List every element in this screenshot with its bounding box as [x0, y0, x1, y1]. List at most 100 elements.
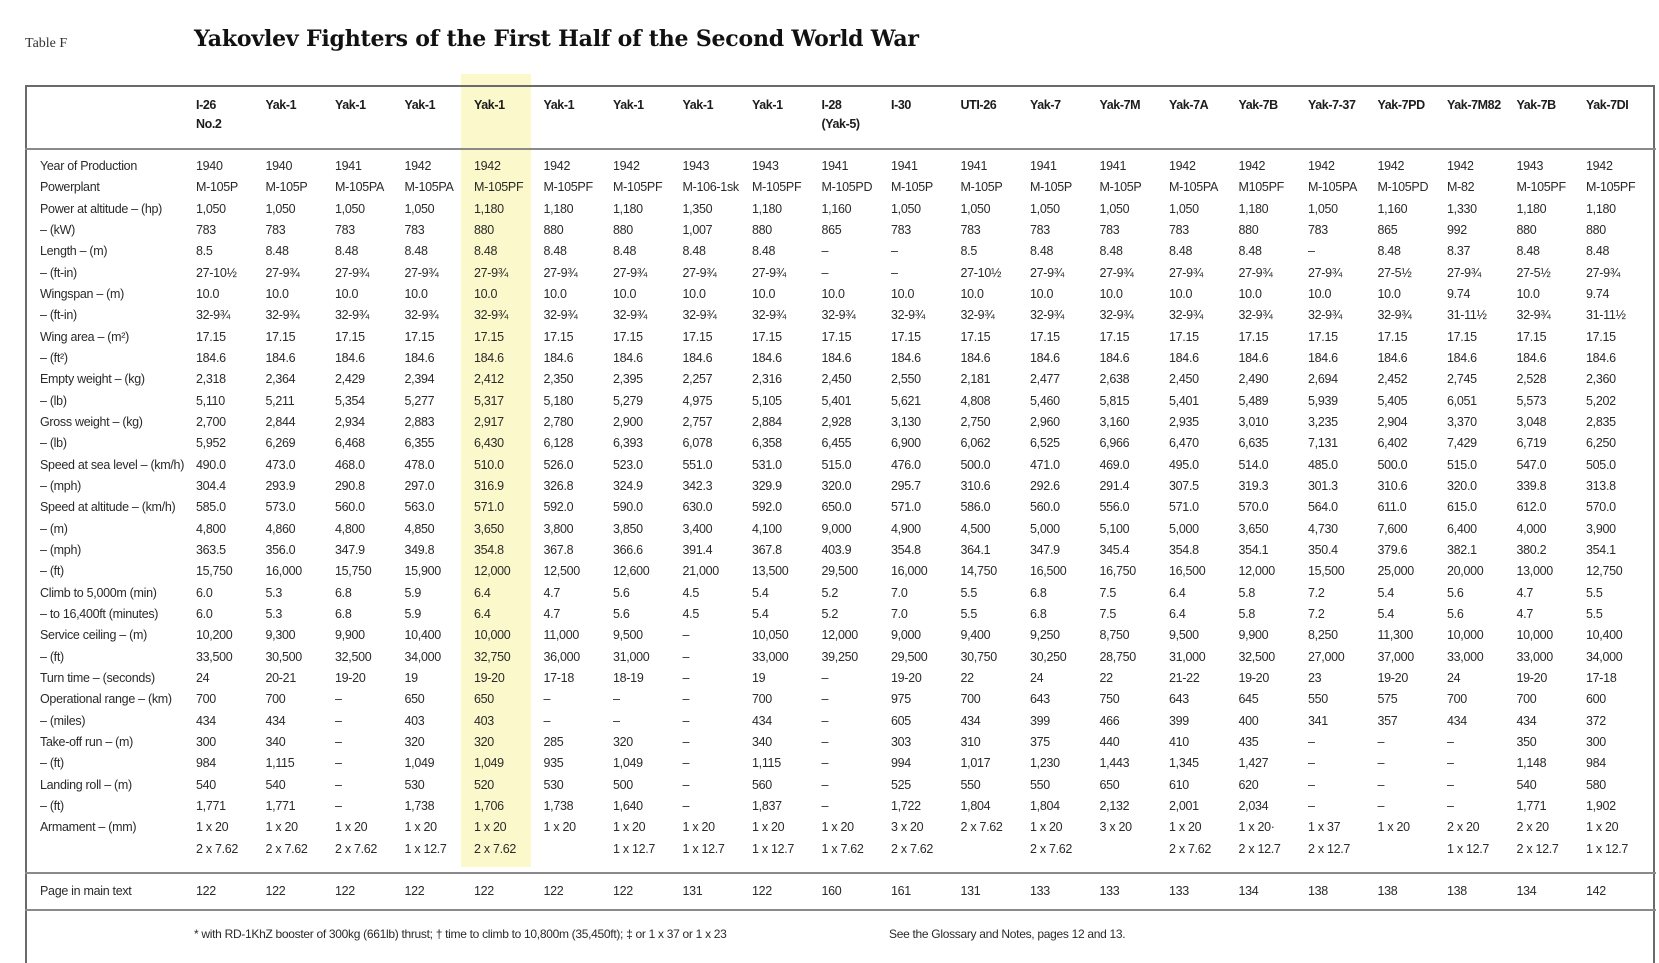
- column-header: Yak-1: [682, 98, 714, 112]
- table-cell: 700: [196, 692, 216, 707]
- table-cell: 590.0: [613, 500, 643, 515]
- column-header: Yak-7M: [1099, 98, 1141, 112]
- row-label: Speed at sea level – (km/h): [40, 457, 185, 472]
- table-cell: 650: [404, 692, 425, 707]
- table-cell: 184.6: [613, 350, 643, 365]
- table-cell: 27-9¾: [543, 265, 578, 280]
- page-number-cell: 138: [1377, 884, 1398, 898]
- table-cell: 1,160: [1377, 201, 1408, 216]
- table-cell: 1941: [891, 159, 918, 173]
- table-cell: 1,804: [1030, 798, 1060, 813]
- table-cell: 320.0: [821, 478, 852, 493]
- table-cell: M105PF: [1238, 180, 1285, 195]
- table-cell: 476.0: [891, 457, 921, 472]
- table-cell: 468.0: [335, 457, 365, 472]
- table-cell: 17.15: [196, 329, 226, 344]
- table-cell: 3 x 20: [891, 820, 924, 835]
- table-cell: 1 x 20: [404, 820, 438, 835]
- table-cell: 5.5: [1586, 585, 1603, 600]
- column-header: Yak-1: [474, 98, 505, 112]
- table-cell: 1940: [265, 159, 293, 173]
- table-cell: –: [682, 628, 690, 643]
- table-cell: 403: [474, 713, 494, 728]
- table-cell: 5,317: [474, 393, 504, 408]
- table-cell: 184.6: [1447, 350, 1477, 365]
- table-cell: 2,745: [1447, 372, 1477, 387]
- table-cell: 1943: [752, 159, 779, 173]
- table-cell: 1,180: [1586, 201, 1616, 216]
- table-cell: 399: [1030, 713, 1050, 728]
- table-cell: 6,719: [1516, 436, 1547, 451]
- table-cell: 7,429: [1447, 436, 1477, 451]
- table-cell: 301.3: [1308, 478, 1338, 493]
- table-cell: 347.9: [335, 542, 365, 557]
- table-cell: 1 x 20: [265, 820, 299, 835]
- table-cell: –: [891, 265, 898, 280]
- table-cell: 17.15: [404, 329, 435, 344]
- footnote: * with RD-1KhZ booster of 300kg (661lb) …: [194, 927, 727, 941]
- table-cell: 17.15: [1516, 329, 1547, 344]
- table-cell: 1,180: [752, 201, 782, 216]
- table-cell: 184.6: [1586, 350, 1616, 365]
- table-cell: 17.15: [474, 329, 504, 344]
- table-cell: 300: [1586, 734, 1606, 749]
- column-header: Yak-7DI: [1586, 98, 1629, 112]
- column-header: Yak-7-37: [1308, 98, 1356, 112]
- table-cell: 28,750: [1099, 649, 1137, 664]
- table-cell: 1 x 12.7: [1447, 841, 1490, 856]
- table-cell: –: [613, 713, 620, 728]
- table-cell: 10.0: [1030, 286, 1054, 301]
- table-cell: 2,928: [821, 414, 852, 429]
- table-cell: 27-9¾: [1169, 265, 1203, 280]
- table-cell: 435: [1238, 734, 1259, 749]
- table-cell: 8.48: [1516, 244, 1540, 259]
- table-cell: 17.15: [1377, 329, 1408, 344]
- table-cell: 372: [1586, 713, 1606, 728]
- table-cell: 1942: [613, 159, 640, 173]
- table-cell: 304.4: [196, 478, 226, 493]
- table-cell: 10,200: [196, 628, 233, 643]
- table-cell: 10.0: [335, 286, 359, 301]
- table-cell: 17.15: [613, 329, 643, 344]
- table-cell: 5,460: [1030, 393, 1060, 408]
- table-cell: 1 x 20: [335, 820, 368, 835]
- table-cell: 1,771: [196, 798, 226, 813]
- table-cell: 184.6: [1377, 350, 1408, 365]
- table-cell: 5.3: [265, 606, 283, 621]
- row-label: Landing roll – (m): [40, 777, 132, 792]
- row-label: – (kW): [40, 222, 75, 237]
- table-cell: M-105PA: [1169, 180, 1219, 195]
- table-cell: 2,900: [613, 414, 643, 429]
- table-cell: 17.15: [335, 329, 365, 344]
- table-cell: 563.0: [404, 500, 435, 515]
- table-cell: 320: [613, 734, 633, 749]
- table-cell: 1,115: [265, 756, 295, 771]
- table-cell: 6,430: [474, 436, 504, 451]
- column-header: I-28: [821, 98, 842, 112]
- table-cell: 19-20: [1377, 670, 1409, 685]
- table-cell: 34,000: [404, 649, 442, 664]
- table-cell: 1,738: [543, 798, 574, 813]
- table-cell: 5,354: [335, 393, 365, 408]
- table-cell: 375: [1030, 734, 1050, 749]
- table-cell: M-106-1sk: [682, 180, 740, 195]
- table-cell: –: [682, 670, 690, 685]
- table-cell: 1 x 20: [543, 820, 577, 835]
- table-cell: 1,180: [613, 201, 643, 216]
- table-cell: 17.15: [1169, 329, 1199, 344]
- table-cell: 434: [1447, 713, 1467, 728]
- table-cell: 2 x 7.62: [474, 841, 517, 856]
- table-cell: 1,050: [1169, 201, 1199, 216]
- table-cell: 37,000: [1377, 649, 1415, 664]
- table-cell: 5,815: [1099, 393, 1130, 408]
- table-cell: 1,049: [474, 756, 504, 771]
- table-cell: 19-20: [335, 670, 366, 685]
- table-cell: 865: [1377, 222, 1398, 237]
- column-header: UTI-26: [960, 98, 997, 112]
- table-cell: 610: [1169, 777, 1189, 792]
- table-cell: 2,904: [1377, 414, 1408, 429]
- table-cell: 1942: [543, 159, 571, 173]
- table-cell: M-105PA: [404, 180, 454, 195]
- table-cell: M-105P: [960, 180, 1003, 195]
- table-cell: 5.3: [265, 585, 283, 600]
